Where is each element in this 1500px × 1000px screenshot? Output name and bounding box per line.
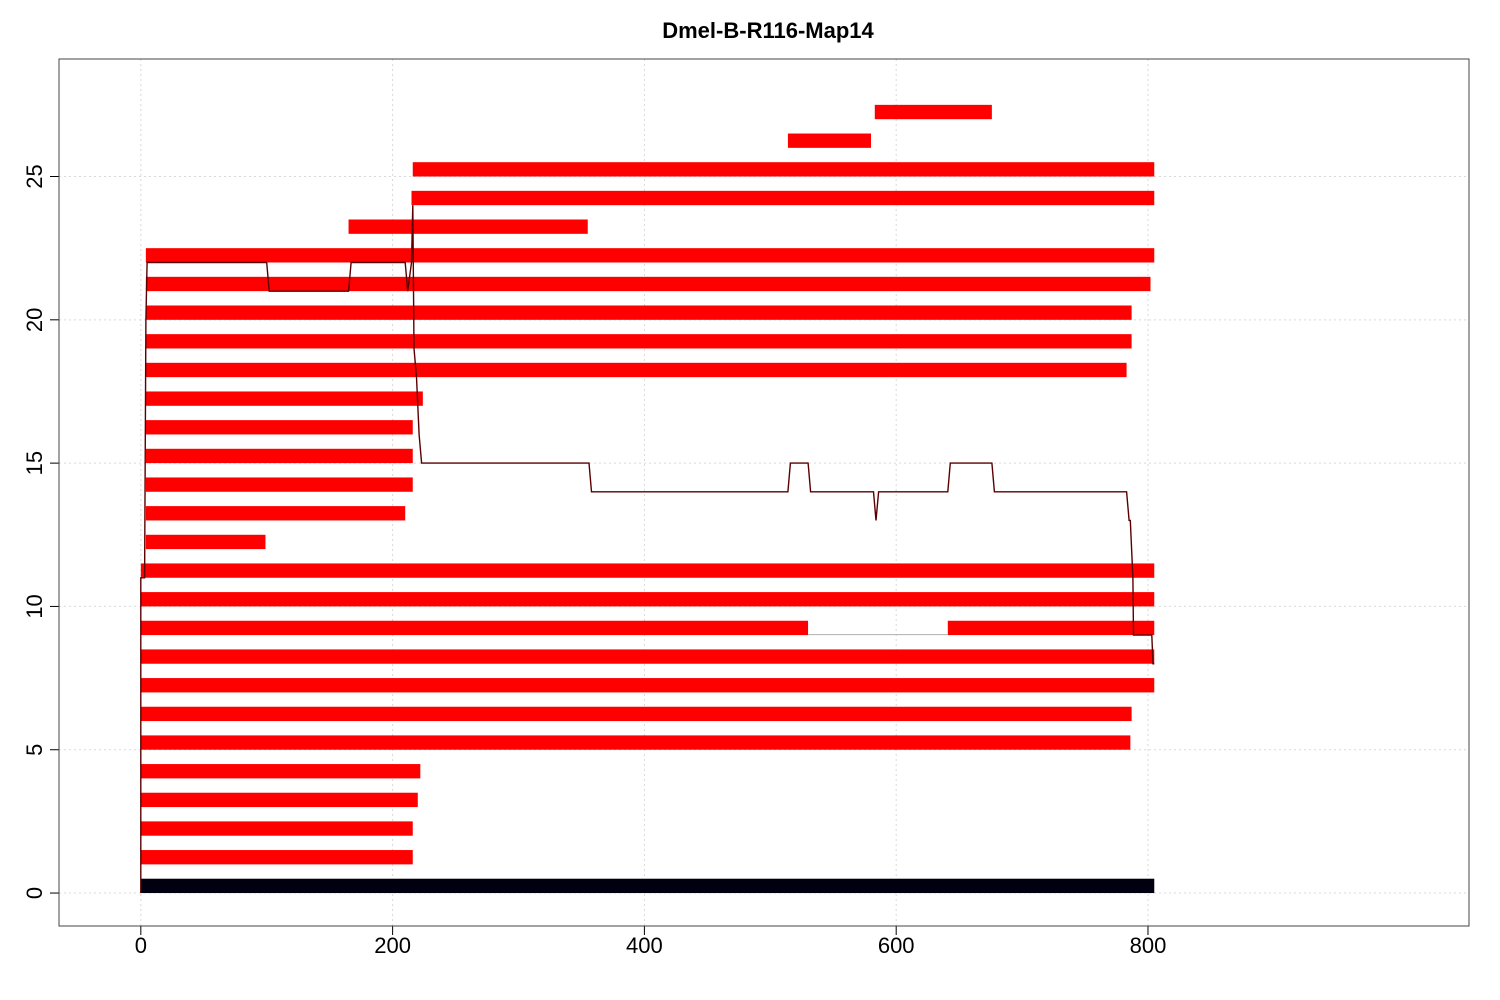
segment-bar (348, 219, 588, 234)
y-tick-label: 5 (22, 744, 47, 756)
segment-bar (145, 506, 406, 521)
y-tick-label: 10 (22, 594, 47, 618)
segment-bar (145, 248, 1155, 263)
segment-bar (140, 850, 413, 865)
segments (140, 104, 1155, 865)
x-tick-label: 800 (1130, 933, 1167, 958)
segment-bar (145, 305, 1132, 320)
reference-bar (140, 878, 1155, 894)
axes: 0 200 400 600 800 0 5 10 15 20 25 (22, 164, 1166, 958)
y-tick-label: 20 (22, 308, 47, 332)
segment-bar (145, 362, 1127, 378)
plot-frame (58, 58, 1470, 927)
segment-bar (947, 620, 1155, 636)
segment-bar (145, 334, 1132, 349)
x-tick-label: 200 (374, 933, 411, 958)
segment-bar (140, 735, 1131, 750)
segment-bar (140, 620, 809, 636)
segment-bar (145, 276, 1151, 292)
coverage-line (140, 205, 1155, 893)
segment-bar (145, 391, 423, 406)
segment-bar (140, 706, 1132, 722)
y-tick-label: 15 (22, 451, 47, 475)
y-tick-label: 0 (22, 887, 47, 899)
segment-bar (140, 792, 418, 808)
coverage-line-group (140, 205, 1155, 893)
segment-bar (145, 420, 413, 435)
segment-bar (140, 764, 421, 779)
segment-bar (411, 190, 1155, 206)
x-tick-label: 400 (626, 933, 663, 958)
segment-bar (140, 821, 413, 836)
reference-bar-group (140, 878, 1155, 894)
segment-bar (787, 133, 872, 148)
segment-bar (145, 477, 413, 492)
x-tick-label: 600 (878, 933, 915, 958)
segment-bar (140, 649, 1155, 664)
segment-bar (412, 162, 1155, 177)
segment-bar (874, 104, 992, 120)
segment-bar (140, 678, 1155, 693)
segment-bar (140, 563, 1155, 578)
segment-bar (145, 534, 266, 550)
y-tick-label: 25 (22, 164, 47, 188)
segment-bar (140, 592, 1155, 607)
chart-title: Dmel-B-R116-Map14 (662, 18, 874, 43)
segment-bar (145, 448, 413, 464)
x-tick-label: 0 (135, 933, 147, 958)
